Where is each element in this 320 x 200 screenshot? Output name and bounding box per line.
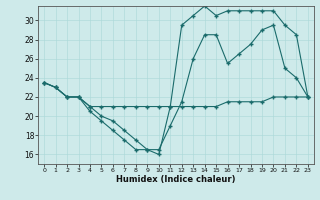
X-axis label: Humidex (Indice chaleur): Humidex (Indice chaleur) (116, 175, 236, 184)
